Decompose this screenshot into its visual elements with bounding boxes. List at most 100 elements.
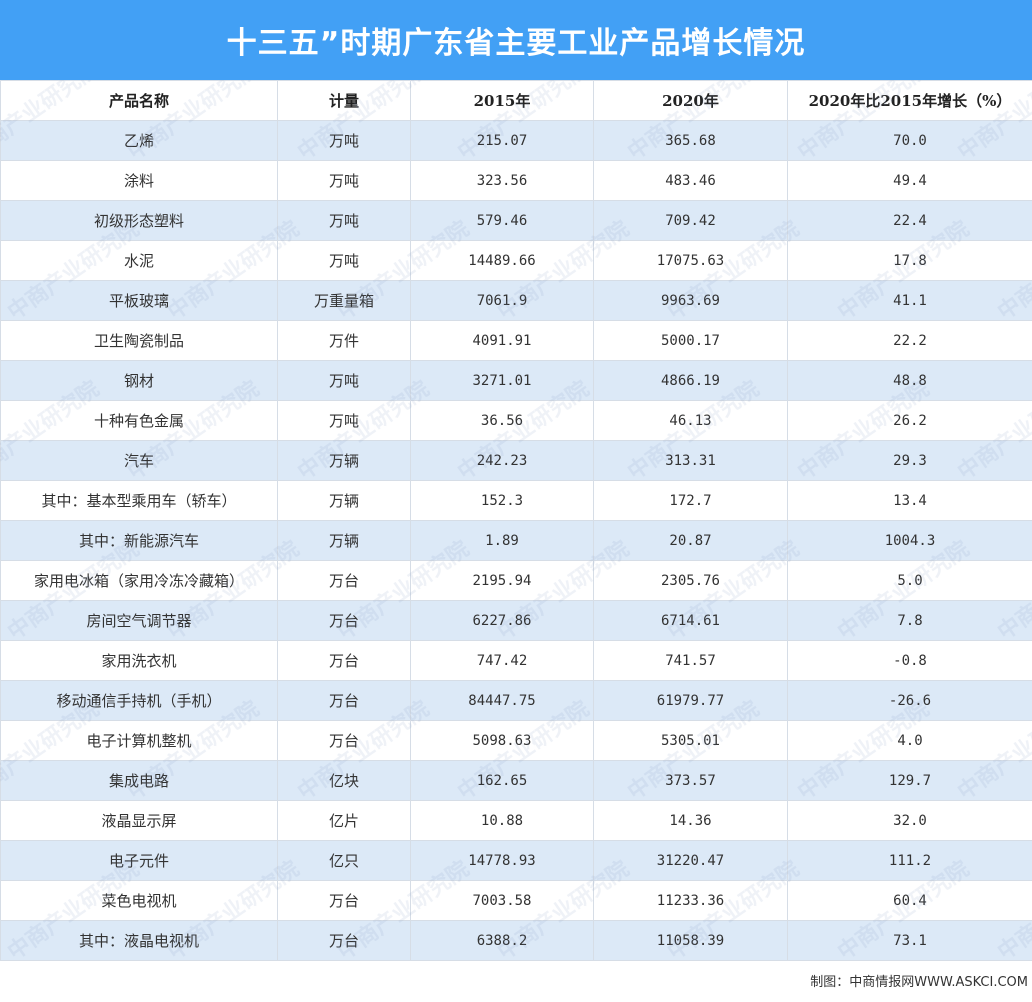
table-row: 电子计算机整机 万台 5098.63 5305.01 4.0 xyxy=(0,720,1032,761)
product-name-cell: 液晶显示屏 xyxy=(0,800,278,841)
value-2020-cell: 31220.47 xyxy=(593,840,788,881)
value-2015-cell: 7003.58 xyxy=(410,880,594,921)
value-2015-cell: 14778.93 xyxy=(410,840,594,881)
product-name-cell: 平板玻璃 xyxy=(0,280,278,321)
unit-cell: 万台 xyxy=(277,640,411,681)
value-2015-cell: 10.88 xyxy=(410,800,594,841)
growth-cell: 1004.3 xyxy=(787,520,1032,561)
value-2015-cell: 2195.94 xyxy=(410,560,594,601)
table-row: 其中：基本型乘用车（轿车） 万辆 152.3 172.7 13.4 xyxy=(0,480,1032,521)
product-name-cell: 集成电路 xyxy=(0,760,278,801)
product-name-cell: 汽车 xyxy=(0,440,278,481)
value-2015-cell: 4091.91 xyxy=(410,320,594,361)
product-name-cell: 其中：液晶电视机 xyxy=(0,920,278,961)
growth-cell: 70.0 xyxy=(787,120,1032,161)
unit-cell: 万台 xyxy=(277,680,411,721)
table-row: 涂料 万吨 323.56 483.46 49.4 xyxy=(0,160,1032,201)
growth-cell: 7.8 xyxy=(787,600,1032,641)
value-2015-cell: 215.07 xyxy=(410,120,594,161)
product-name-cell: 家用洗衣机 xyxy=(0,640,278,681)
growth-cell: 22.2 xyxy=(787,320,1032,361)
header-product-name: 产品名称 xyxy=(0,80,278,121)
product-name-cell: 房间空气调节器 xyxy=(0,600,278,641)
unit-cell: 万吨 xyxy=(277,160,411,201)
table-row: 其中：新能源汽车 万辆 1.89 20.87 1004.3 xyxy=(0,520,1032,561)
growth-cell: 129.7 xyxy=(787,760,1032,801)
value-2020-cell: 741.57 xyxy=(593,640,788,681)
table-row: 其中：液晶电视机 万台 6388.2 11058.39 73.1 xyxy=(0,920,1032,961)
value-2015-cell: 1.89 xyxy=(410,520,594,561)
table-row: 平板玻璃 万重量箱 7061.9 9963.69 41.1 xyxy=(0,280,1032,321)
value-2020-cell: 2305.76 xyxy=(593,560,788,601)
value-2020-cell: 11233.36 xyxy=(593,880,788,921)
unit-cell: 万吨 xyxy=(277,360,411,401)
unit-cell: 万件 xyxy=(277,320,411,361)
header-2015: 2015年 xyxy=(410,80,594,121)
product-name-cell: 水泥 xyxy=(0,240,278,281)
unit-cell: 万吨 xyxy=(277,120,411,161)
table-row: 初级形态塑料 万吨 579.46 709.42 22.4 xyxy=(0,200,1032,241)
table-row: 汽车 万辆 242.23 313.31 29.3 xyxy=(0,440,1032,481)
value-2020-cell: 9963.69 xyxy=(593,280,788,321)
table-row: 液晶显示屏 亿片 10.88 14.36 32.0 xyxy=(0,800,1032,841)
unit-cell: 亿只 xyxy=(277,840,411,881)
value-2015-cell: 747.42 xyxy=(410,640,594,681)
value-2020-cell: 313.31 xyxy=(593,440,788,481)
value-2015-cell: 162.65 xyxy=(410,760,594,801)
unit-cell: 万台 xyxy=(277,920,411,961)
growth-cell: 13.4 xyxy=(787,480,1032,521)
value-2020-cell: 61979.77 xyxy=(593,680,788,721)
unit-cell: 万台 xyxy=(277,720,411,761)
table-row: 菜色电视机 万台 7003.58 11233.36 60.4 xyxy=(0,880,1032,921)
unit-cell: 万辆 xyxy=(277,480,411,521)
page-title: 十三五”时期广东省主要工业产品增长情况 xyxy=(0,0,1032,80)
value-2015-cell: 152.3 xyxy=(410,480,594,521)
unit-cell: 万辆 xyxy=(277,440,411,481)
growth-cell: 41.1 xyxy=(787,280,1032,321)
growth-cell: 73.1 xyxy=(787,920,1032,961)
value-2015-cell: 6388.2 xyxy=(410,920,594,961)
value-2015-cell: 579.46 xyxy=(410,200,594,241)
growth-cell: 48.8 xyxy=(787,360,1032,401)
value-2020-cell: 172.7 xyxy=(593,480,788,521)
value-2020-cell: 6714.61 xyxy=(593,600,788,641)
table-row: 钢材 万吨 3271.01 4866.19 48.8 xyxy=(0,360,1032,401)
value-2020-cell: 5000.17 xyxy=(593,320,788,361)
table-row: 电子元件 亿只 14778.93 31220.47 111.2 xyxy=(0,840,1032,881)
value-2020-cell: 709.42 xyxy=(593,200,788,241)
table-row: 十种有色金属 万吨 36.56 46.13 26.2 xyxy=(0,400,1032,441)
unit-cell: 万吨 xyxy=(277,200,411,241)
table-row: 乙烯 万吨 215.07 365.68 70.0 xyxy=(0,120,1032,161)
header-2020: 2020年 xyxy=(593,80,788,121)
growth-cell: -26.6 xyxy=(787,680,1032,721)
value-2020-cell: 46.13 xyxy=(593,400,788,441)
value-2015-cell: 7061.9 xyxy=(410,280,594,321)
value-2020-cell: 11058.39 xyxy=(593,920,788,961)
unit-cell: 万台 xyxy=(277,880,411,921)
value-2015-cell: 14489.66 xyxy=(410,240,594,281)
product-name-cell: 乙烯 xyxy=(0,120,278,161)
value-2015-cell: 36.56 xyxy=(410,400,594,441)
growth-cell: 111.2 xyxy=(787,840,1032,881)
growth-cell: 22.4 xyxy=(787,200,1032,241)
product-name-cell: 菜色电视机 xyxy=(0,880,278,921)
product-name-cell: 十种有色金属 xyxy=(0,400,278,441)
value-2015-cell: 84447.75 xyxy=(410,680,594,721)
source-credit: 制图：中商情报网WWW.ASKCI.COM xyxy=(810,975,1028,990)
header-unit: 计量 xyxy=(277,80,411,121)
unit-cell: 万台 xyxy=(277,560,411,601)
table-header-row: 产品名称 计量 2015年 2020年 2020年比2015年增长（%） xyxy=(0,80,1032,121)
product-name-cell: 其中：基本型乘用车（轿车） xyxy=(0,480,278,521)
value-2020-cell: 14.36 xyxy=(593,800,788,841)
value-2015-cell: 6227.86 xyxy=(410,600,594,641)
unit-cell: 万重量箱 xyxy=(277,280,411,321)
value-2020-cell: 4866.19 xyxy=(593,360,788,401)
growth-cell: 29.3 xyxy=(787,440,1032,481)
growth-cell: 49.4 xyxy=(787,160,1032,201)
growth-cell: 5.0 xyxy=(787,560,1032,601)
table-row: 移动通信手持机（手机） 万台 84447.75 61979.77 -26.6 xyxy=(0,680,1032,721)
unit-cell: 万辆 xyxy=(277,520,411,561)
unit-cell: 万吨 xyxy=(277,400,411,441)
unit-cell: 万台 xyxy=(277,600,411,641)
product-name-cell: 初级形态塑料 xyxy=(0,200,278,241)
